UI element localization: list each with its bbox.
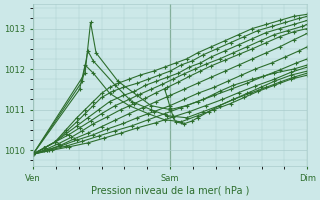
- X-axis label: Pression niveau de la mer( hPa ): Pression niveau de la mer( hPa ): [91, 186, 249, 196]
